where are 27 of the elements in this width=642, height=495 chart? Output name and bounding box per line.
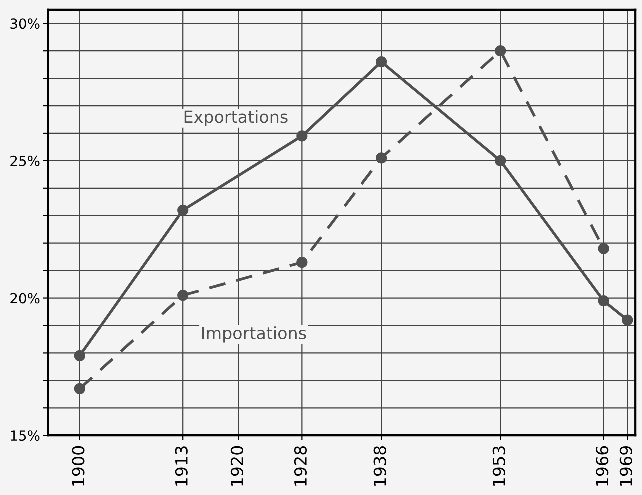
x-tick-label: 1920 <box>230 446 244 486</box>
point <box>495 46 506 57</box>
point <box>376 56 388 68</box>
point <box>598 243 610 254</box>
series-label: Exportations <box>184 110 288 127</box>
point <box>178 204 189 216</box>
point <box>74 350 86 362</box>
series-label: Importations <box>202 326 306 343</box>
y-tick-label: 30% <box>10 18 40 30</box>
point <box>296 257 308 268</box>
point <box>178 290 189 302</box>
x-tick-label: 1966 <box>596 446 609 486</box>
point <box>495 155 506 167</box>
y-tick-label: 20% <box>10 293 40 304</box>
point <box>74 383 86 394</box>
point <box>296 130 308 142</box>
x-tick-label: 1900 <box>72 446 85 486</box>
x-tick-label: 1969 <box>620 446 632 486</box>
point <box>598 295 610 307</box>
x-tick-label: 1953 <box>492 446 506 486</box>
point <box>622 314 634 326</box>
point <box>376 152 388 164</box>
x-tick-label: 1928 <box>294 446 308 486</box>
y-tick-label: 25% <box>10 156 40 166</box>
x-tick-label: 1938 <box>374 446 386 486</box>
y-tick-label: 15% <box>11 430 40 442</box>
x-tick-label: 1913 <box>175 446 188 486</box>
